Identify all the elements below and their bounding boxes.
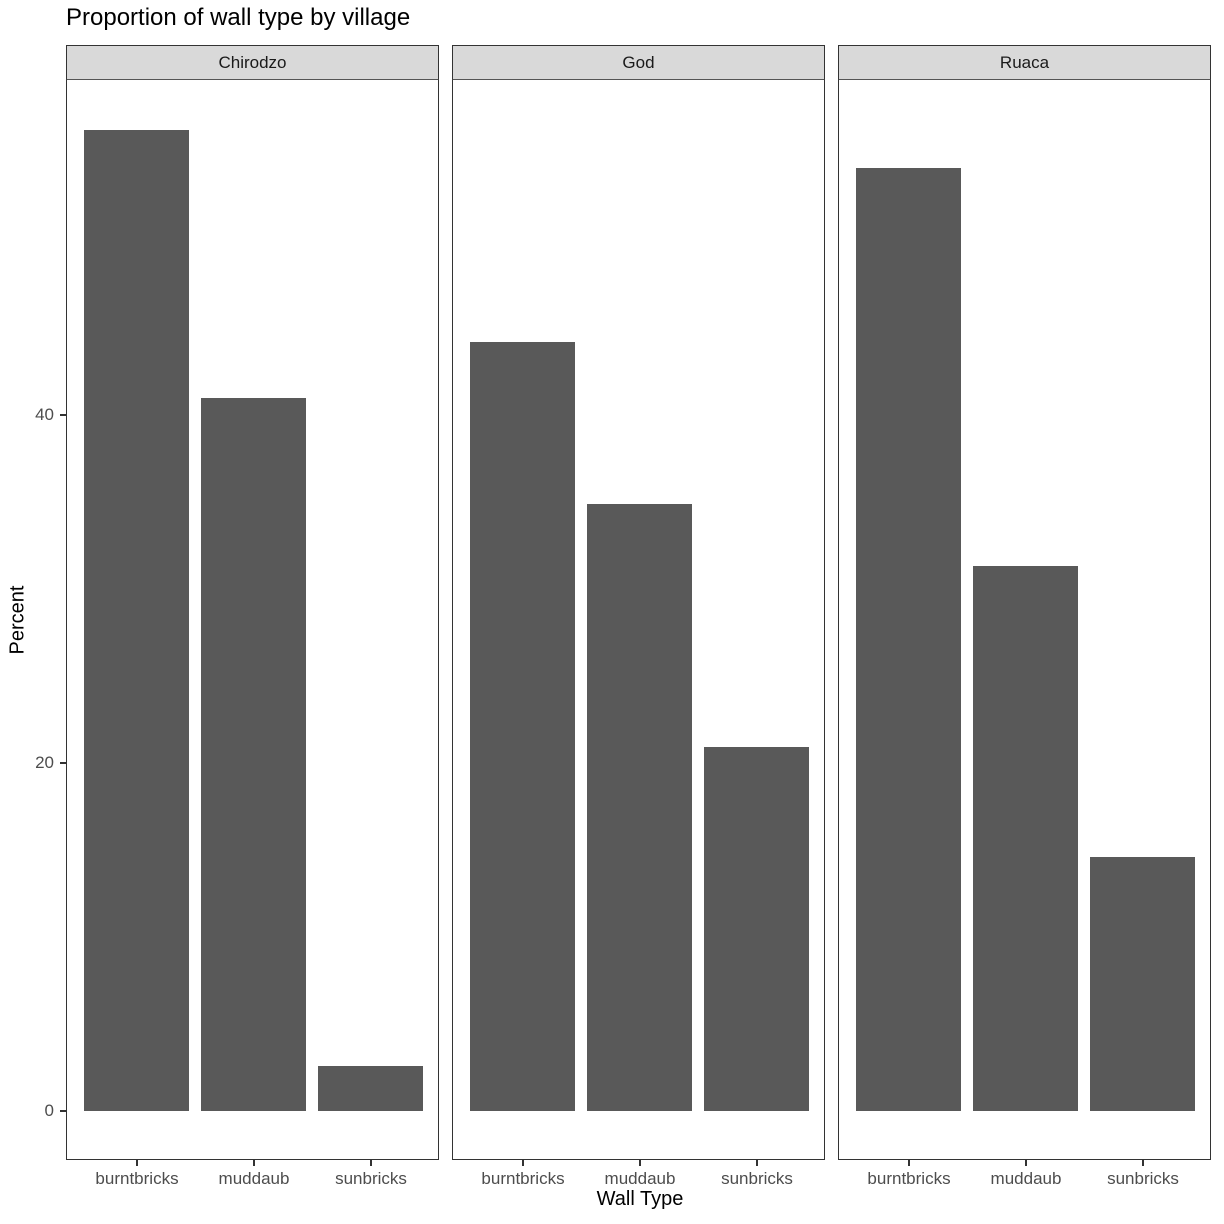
- bar-sunbricks: [1090, 856, 1195, 1111]
- x-tick-label: burntbricks: [95, 1169, 179, 1188]
- bar-muddaub: [587, 503, 692, 1111]
- facet-strip: God: [452, 45, 825, 81]
- x-tick: [370, 1160, 372, 1166]
- facet-strip: Chirodzo: [66, 45, 439, 81]
- facet-panel-god: God burntbricks muddaub sunbricks: [452, 45, 825, 1188]
- plot-area: [838, 80, 1211, 1160]
- x-tick-label: burntbricks: [481, 1169, 565, 1188]
- facet-panel-chirodzo: Chirodzo burntbricks muddaub sunbricks: [66, 45, 439, 1188]
- x-tick: [253, 1160, 255, 1166]
- y-tick: [60, 414, 66, 416]
- bar-sunbricks: [318, 1065, 423, 1111]
- x-tick: [1142, 1160, 1144, 1166]
- x-tick: [522, 1160, 524, 1166]
- x-tick-label: muddaub: [604, 1169, 676, 1188]
- plot-area: [66, 80, 439, 1160]
- chart-title: Proportion of wall type by village: [66, 4, 411, 31]
- facet-panel-ruaca: Ruaca burntbricks muddaub sunbricks: [838, 45, 1211, 1188]
- facet-strip: Ruaca: [838, 45, 1211, 81]
- y-tick-label: 40: [35, 405, 54, 424]
- x-tick-label: sunbricks: [335, 1169, 407, 1188]
- plot-area: [452, 80, 825, 1160]
- x-axis-label: Wall Type: [596, 1188, 684, 1210]
- x-tick-label: sunbricks: [1107, 1169, 1179, 1188]
- bar-muddaub: [973, 566, 1078, 1111]
- y-tick-label: 20: [35, 753, 54, 772]
- y-tick-label: 0: [44, 1101, 54, 1120]
- x-tick: [908, 1160, 910, 1166]
- bar-muddaub: [201, 397, 306, 1111]
- x-tick-label: muddaub: [990, 1169, 1062, 1188]
- x-tick: [756, 1160, 758, 1166]
- bar-burntbricks: [856, 167, 961, 1111]
- bar-burntbricks: [470, 341, 575, 1111]
- y-tick: [60, 762, 66, 764]
- x-tick-label: muddaub: [218, 1169, 290, 1188]
- x-tick: [639, 1160, 641, 1166]
- bar-sunbricks: [704, 747, 809, 1111]
- bar-burntbricks: [84, 129, 189, 1111]
- x-tick-label: sunbricks: [721, 1169, 793, 1188]
- x-tick: [136, 1160, 138, 1166]
- y-tick: [60, 1110, 66, 1112]
- x-tick-label: burntbricks: [867, 1169, 951, 1188]
- x-tick: [1025, 1160, 1027, 1166]
- y-axis-label: Percent: [6, 585, 29, 655]
